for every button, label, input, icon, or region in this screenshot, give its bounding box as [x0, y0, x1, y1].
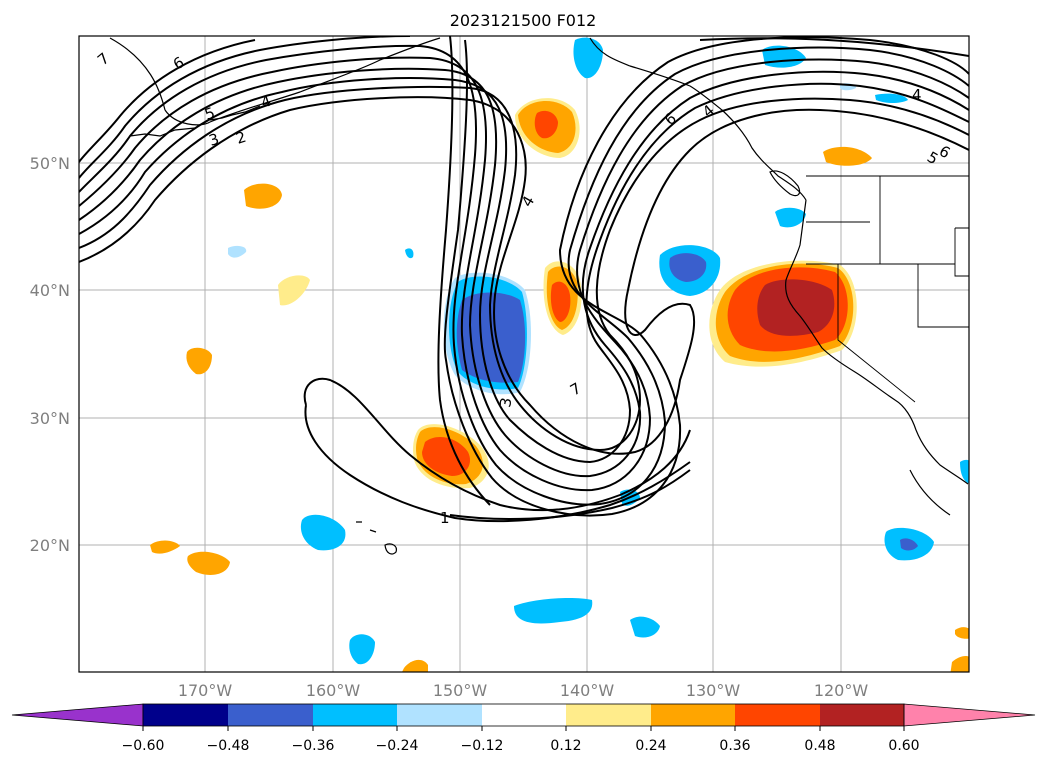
- negative-anomaly-blob: [405, 248, 414, 259]
- hawaii-island: [356, 521, 377, 533]
- negative-anomaly-blob: [669, 253, 707, 282]
- political-borders: [806, 175, 969, 403]
- negative-anomaly-blob: [960, 459, 969, 484]
- alaska-coast: [109, 37, 441, 137]
- coastlines: [109, 37, 969, 555]
- positive-anomaly-blob: [402, 659, 428, 672]
- map-area: 7 6 5 4 3 2 4 6 4 5 6 4 3 7 1: [79, 36, 969, 672]
- colorbar-segment: [651, 704, 735, 726]
- contour-label: 1: [440, 509, 450, 527]
- positive-anomaly-blob: [757, 279, 835, 336]
- positive-anomaly-blob: [244, 183, 282, 209]
- vancouver-island: [769, 170, 801, 197]
- negative-anomaly-blob: [228, 245, 247, 258]
- colorbar-extend-low: [11, 703, 144, 727]
- lat-label: 30°N: [30, 409, 70, 428]
- lat-label: 50°N: [30, 154, 70, 173]
- positive-anomaly-blob: [422, 437, 471, 476]
- colorbar-tick-label: −0.12: [461, 738, 504, 754]
- contour-label: 3: [496, 396, 515, 409]
- lon-label: 130°W: [686, 681, 741, 700]
- positive-anomaly-blob: [534, 110, 558, 139]
- positive-anomaly-blob: [187, 551, 230, 575]
- colorbar-tick-label: 0.36: [719, 738, 750, 754]
- negative-anomaly-blob: [300, 514, 346, 551]
- lon-label: 150°W: [433, 681, 488, 700]
- negative-anomaly-blob: [875, 93, 908, 103]
- positive-anomaly-blob: [950, 656, 969, 672]
- colorbar-segment: [735, 704, 820, 726]
- negative-anomaly-blob: [573, 37, 603, 79]
- height-contours: [79, 36, 969, 523]
- positive-anomaly-blob: [955, 627, 969, 639]
- hawaii-island: [384, 543, 397, 555]
- colorbar-tick-label: −0.60: [122, 738, 165, 754]
- colorbar-segment: [143, 704, 228, 726]
- lon-label: 160°W: [306, 681, 361, 700]
- colorbar: −0.60 −0.48 −0.36 −0.24 −0.12 0.12 0.24 …: [11, 703, 1036, 754]
- colorbar-tick-label: 0.48: [804, 738, 835, 754]
- contour-label: 4: [912, 86, 922, 104]
- negative-anomaly-blob: [900, 538, 918, 551]
- lat-label: 20°N: [30, 536, 70, 555]
- positive-anomaly-blob: [150, 540, 180, 554]
- map-title: 2023121500 F012: [450, 11, 597, 30]
- lat-label: 40°N: [30, 281, 70, 300]
- lon-label: 170°W: [178, 681, 233, 700]
- colorbar-segment: [397, 704, 482, 726]
- colorbar-tick-label: 0.60: [888, 738, 919, 754]
- colorbar-segment: [820, 704, 904, 726]
- colorbar-tick-label: 0.24: [635, 738, 666, 754]
- positive-anomaly-blob: [550, 281, 571, 322]
- negative-anomaly-blob: [349, 634, 375, 665]
- colorbar-tick-label: −0.36: [292, 738, 335, 754]
- positive-anomaly-blob: [186, 347, 212, 375]
- negative-anomaly-blob: [630, 616, 660, 638]
- positive-anomaly-blob: [278, 275, 310, 306]
- colorbar-tick-label: 0.12: [550, 738, 581, 754]
- negative-anomaly-blob: [514, 598, 593, 624]
- west-coast: [785, 199, 969, 485]
- longitude-labels: 170°W 160°W 150°W 140°W 130°W 120°W: [178, 681, 869, 700]
- latitude-labels: 50°N 40°N 30°N 20°N: [30, 154, 70, 555]
- positive-anomaly-blob: [823, 146, 872, 166]
- lon-label: 120°W: [814, 681, 869, 700]
- colorbar-segment: [313, 704, 397, 726]
- map-frame: [78, 35, 970, 673]
- lon-label: 140°W: [560, 681, 615, 700]
- colorbar-tick-label: −0.24: [376, 738, 419, 754]
- negative-anomaly-blob: [775, 207, 806, 228]
- colorbar-extend-high: [903, 703, 1036, 727]
- colorbar-ticks: [142, 726, 905, 731]
- colorbar-tick-label: −0.48: [207, 738, 250, 754]
- colorbar-segment: [566, 704, 651, 726]
- baja-coast: [909, 469, 951, 516]
- colorbar-segment: [228, 704, 313, 726]
- colorbar-segment: [482, 704, 566, 726]
- bc-coast: [589, 37, 807, 201]
